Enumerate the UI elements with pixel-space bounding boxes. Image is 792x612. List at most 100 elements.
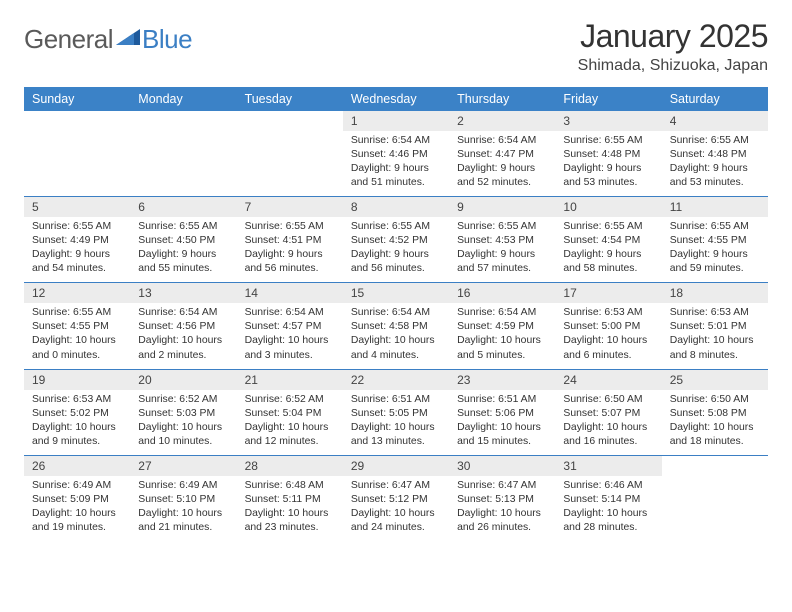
header: General Blue January 2025 Shimada, Shizu… [24,18,768,75]
week-details-row: Sunrise: 6:54 AMSunset: 4:46 PMDaylight:… [24,131,768,197]
daylight-line: Daylight: 10 hours and 13 minutes. [351,422,435,447]
sunset-line: Sunset: 4:54 PM [563,235,640,246]
day-details-cell: Sunrise: 6:55 AMSunset: 4:52 PMDaylight:… [343,217,449,283]
day-details-cell: Sunrise: 6:55 AMSunset: 4:55 PMDaylight:… [24,303,130,369]
day-number-cell [237,111,343,131]
week-details-row: Sunrise: 6:49 AMSunset: 5:09 PMDaylight:… [24,476,768,541]
day-number-cell: 13 [130,283,236,304]
daylight-line: Daylight: 10 hours and 15 minutes. [457,422,541,447]
day-number-cell: 25 [662,369,768,390]
day-details-cell [24,131,130,197]
day-details-cell [662,476,768,541]
sunset-line: Sunset: 4:48 PM [563,149,640,160]
sunset-line: Sunset: 5:13 PM [457,494,534,505]
sunset-line: Sunset: 4:48 PM [670,149,747,160]
sunrise-line: Sunrise: 6:55 AM [245,221,324,232]
day-details-cell: Sunrise: 6:55 AMSunset: 4:54 PMDaylight:… [555,217,661,283]
day-number-cell: 26 [24,455,130,476]
day-number-cell: 24 [555,369,661,390]
daylight-line: Daylight: 10 hours and 12 minutes. [245,422,329,447]
daylight-line: Daylight: 10 hours and 10 minutes. [138,422,222,447]
daylight-line: Daylight: 9 hours and 57 minutes. [457,249,535,274]
sunrise-line: Sunrise: 6:50 AM [563,394,642,405]
sunset-line: Sunset: 4:50 PM [138,235,215,246]
daylight-line: Daylight: 9 hours and 54 minutes. [32,249,110,274]
sunset-line: Sunset: 4:46 PM [351,149,428,160]
daylight-line: Daylight: 10 hours and 5 minutes. [457,335,541,360]
day-header: Monday [130,87,236,111]
day-number-cell: 10 [555,197,661,218]
sunrise-line: Sunrise: 6:53 AM [32,394,111,405]
day-header: Sunday [24,87,130,111]
day-header: Wednesday [343,87,449,111]
day-details-cell: Sunrise: 6:47 AMSunset: 5:13 PMDaylight:… [449,476,555,541]
sunset-line: Sunset: 5:05 PM [351,408,428,419]
sunset-line: Sunset: 5:02 PM [32,408,109,419]
sunset-line: Sunset: 4:53 PM [457,235,534,246]
day-number-cell: 15 [343,283,449,304]
daylight-line: Daylight: 10 hours and 21 minutes. [138,508,222,533]
sunrise-line: Sunrise: 6:51 AM [351,394,430,405]
day-details-cell: Sunrise: 6:54 AM Sunset: 4:59 PM Daylight:… [449,303,555,369]
day-number-cell [130,111,236,131]
week-daynum-row: 19202122232425 [24,369,768,390]
week-details-row: Sunrise: 6:53 AM Sunset: 5:02 PM Daylight:… [24,390,768,456]
day-details-cell: Sunrise: 6:54 AMSunset: 4:46 PMDaylight:… [343,131,449,197]
day-number-cell: 8 [343,197,449,218]
sunset-line: Sunset: 4:55 PM [32,321,109,332]
sunrise-line: Sunrise: 6:52 AM [138,394,217,405]
daylight-line: Daylight: 9 hours and 53 minutes. [563,163,641,188]
day-header: Friday [555,87,661,111]
day-number-cell: 29 [343,455,449,476]
week-daynum-row: 567891011 [24,197,768,218]
day-number-cell: 4 [662,111,768,131]
week-daynum-row: 1234 [24,111,768,131]
day-details-cell: Sunrise: 6:47 AMSunset: 5:12 PMDaylight:… [343,476,449,541]
sunrise-line: Sunrise: 6:54 AM [351,307,430,318]
sunrise-line: Sunrise: 6:55 AM [351,221,430,232]
sunset-line: Sunset: 4:56 PM [138,321,215,332]
day-details-cell: Sunrise: 6:49 AMSunset: 5:10 PMDaylight:… [130,476,236,541]
day-details-cell: Sunrise: 6:49 AMSunset: 5:09 PMDaylight:… [24,476,130,541]
day-number-cell [24,111,130,131]
day-number-cell: 12 [24,283,130,304]
day-details-cell [237,131,343,197]
calendar-body: 1234 Sunrise: 6:54 AMSunset: 4:46 PMDayl… [24,111,768,541]
day-details-cell: Sunrise: 6:52 AMSunset: 5:03 PMDaylight:… [130,390,236,456]
daylight-line: Daylight: 10 hours and 3 minutes. [245,335,329,360]
daylight-line: Daylight: 10 hours and 23 minutes. [245,508,329,533]
sunrise-line: Sunrise: 6:55 AM [563,135,642,146]
sunrise-line: Sunrise: 6:47 AM [351,480,430,491]
logo-text-2: Blue [142,24,192,55]
daylight-line: Daylight: 10 hours and 4 minutes. [351,335,435,360]
day-number-cell: 28 [237,455,343,476]
calendar-head: SundayMondayTuesdayWednesdayThursdayFrid… [24,87,768,111]
sunset-line: Sunset: 5:09 PM [32,494,109,505]
sunrise-line: Sunrise: 6:51 AM [457,394,536,405]
sunrise-line: Sunrise: 6:54 AM [457,307,536,318]
location-subtitle: Shimada, Shizuoka, Japan [578,57,768,75]
day-details-cell: Sunrise: 6:53 AM Sunset: 5:02 PM Daylight:… [24,390,130,456]
day-details-cell: Sunrise: 6:55 AMSunset: 4:51 PMDaylight:… [237,217,343,283]
sunset-line: Sunset: 5:04 PM [245,408,322,419]
daylight-line: Daylight: 9 hours and 59 minutes. [670,249,748,274]
day-details-cell: Sunrise: 6:48 AMSunset: 5:11 PMDaylight:… [237,476,343,541]
day-number-cell: 3 [555,111,661,131]
day-details-cell [130,131,236,197]
day-details-cell: Sunrise: 6:54 AMSunset: 4:56 PMDaylight:… [130,303,236,369]
daylight-line: Daylight: 10 hours and 9 minutes. [32,422,116,447]
week-daynum-row: 262728293031 [24,455,768,476]
sunset-line: Sunset: 4:57 PM [245,321,322,332]
week-details-row: Sunrise: 6:55 AMSunset: 4:49 PMDaylight:… [24,217,768,283]
sunset-line: Sunset: 5:10 PM [138,494,215,505]
sunset-line: Sunset: 4:59 PM [457,321,534,332]
daylight-line: Daylight: 9 hours and 55 minutes. [138,249,216,274]
daylight-line: Daylight: 10 hours and 2 minutes. [138,335,222,360]
daylight-line: Daylight: 9 hours and 51 minutes. [351,163,429,188]
sunset-line: Sunset: 5:07 PM [563,408,640,419]
day-details-cell: Sunrise: 6:54 AMSunset: 4:57 PMDaylight:… [237,303,343,369]
sunrise-line: Sunrise: 6:55 AM [563,221,642,232]
sunset-line: Sunset: 4:52 PM [351,235,428,246]
sunrise-line: Sunrise: 6:55 AM [138,221,217,232]
sunrise-line: Sunrise: 6:52 AM [245,394,324,405]
